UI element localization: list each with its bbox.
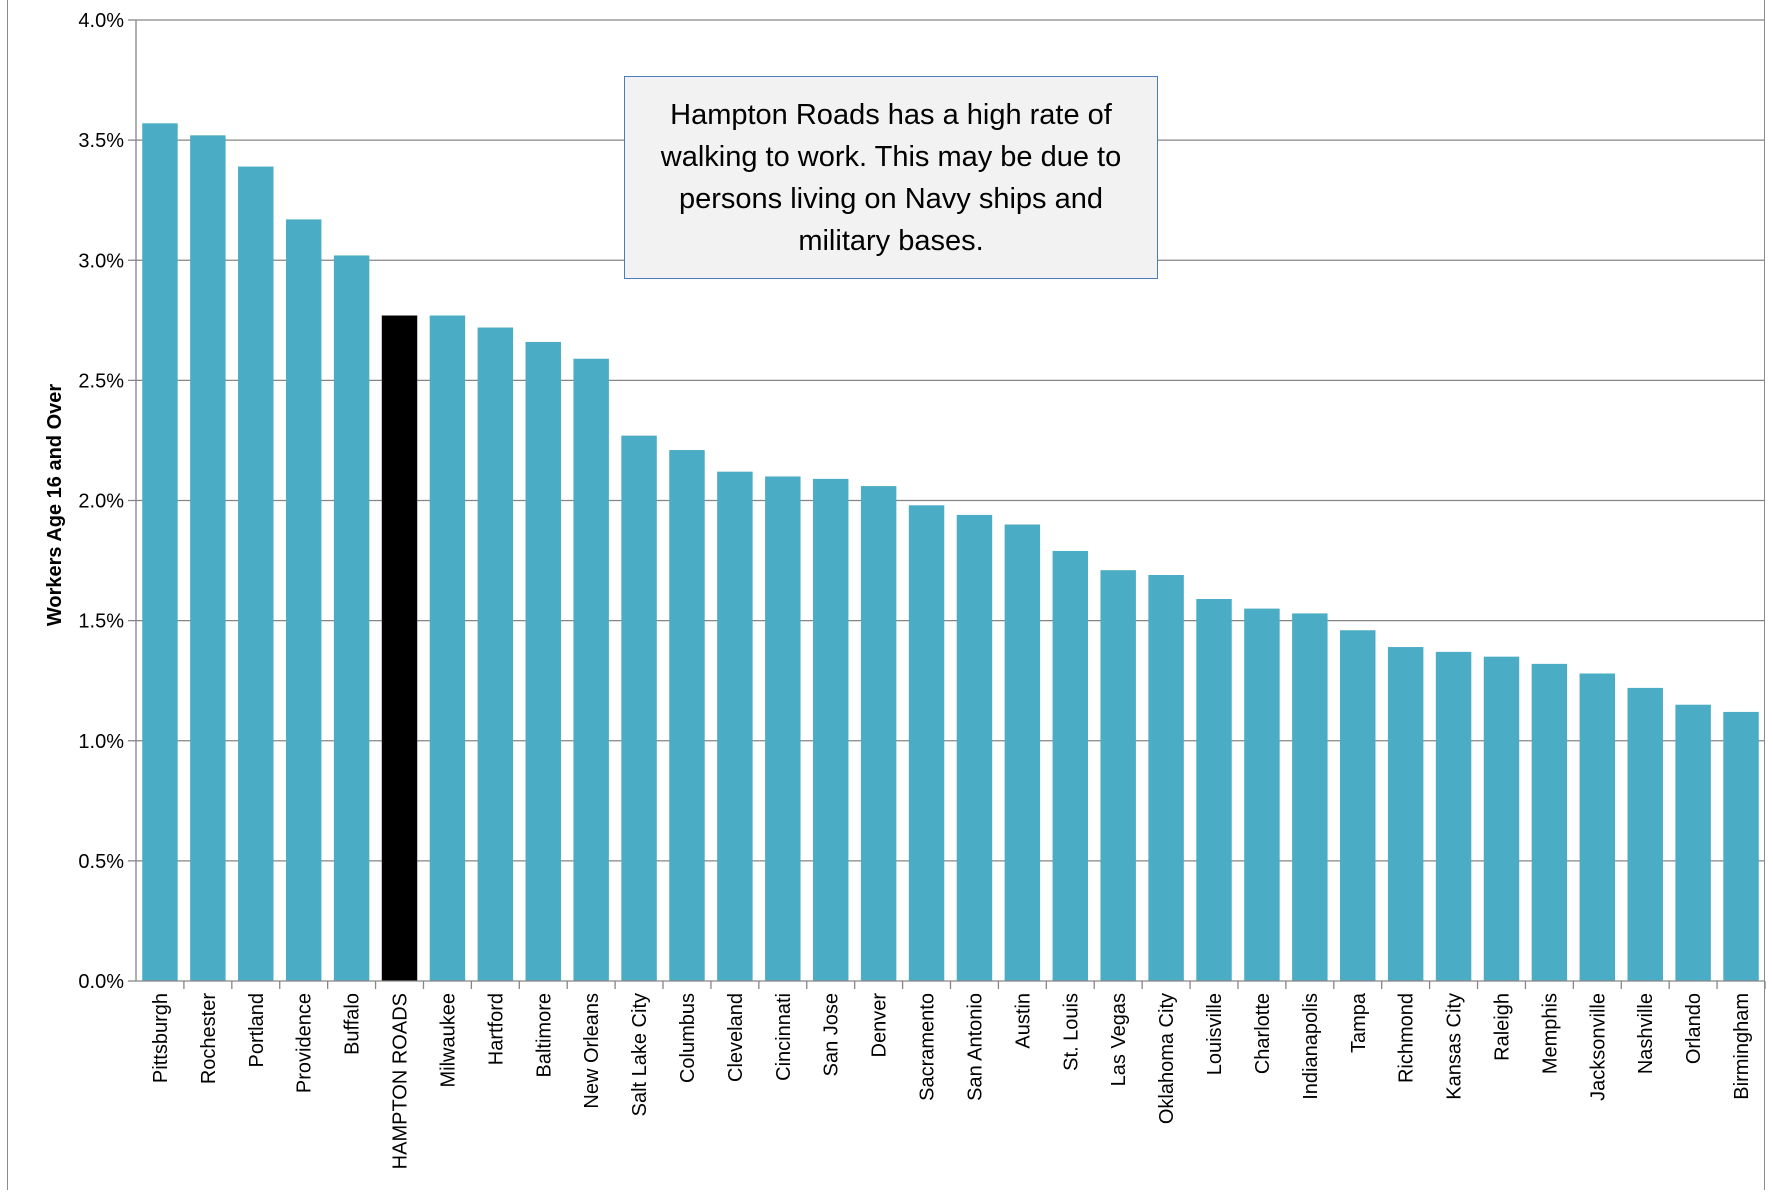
category-label: Raleigh: [1491, 993, 1513, 1061]
category-label: Buffalo: [342, 993, 364, 1055]
category-label: HAMPTON ROADS: [390, 993, 412, 1169]
category-label: Hartford: [485, 993, 507, 1065]
axes: [128, 19, 1766, 989]
category-label: Richmond: [1396, 993, 1418, 1083]
bar: [1148, 574, 1184, 981]
bar: [238, 166, 274, 982]
bar: [333, 255, 370, 981]
category-label: Denver: [869, 993, 891, 1058]
category-label: Louisville: [1204, 993, 1226, 1075]
y-tick-label: 1.0%: [78, 731, 124, 753]
category-label: Orlando: [1683, 993, 1705, 1064]
category-label: Sacramento: [917, 993, 939, 1101]
category-label: New Orleans: [581, 993, 603, 1109]
y-tick-label: 0.5%: [78, 851, 124, 873]
y-tick-label: 0.0%: [78, 971, 124, 993]
bar: [1531, 663, 1568, 981]
bar: [285, 219, 322, 982]
bar: [717, 471, 753, 981]
bar: [1244, 608, 1280, 981]
bar: [1052, 550, 1089, 981]
bar: [956, 514, 993, 981]
category-label: Salt Lake City: [629, 993, 651, 1116]
category-label: St. Louis: [1060, 993, 1082, 1071]
category-label: Milwaukee: [437, 993, 459, 1087]
bar: [573, 358, 609, 981]
category-label: Tampa: [1348, 992, 1370, 1053]
category-label: Charlotte: [1252, 993, 1274, 1074]
bar: [1292, 613, 1328, 981]
bar: [765, 476, 801, 981]
annotation-text: Hampton Roads has a high rate of walking…: [660, 98, 1122, 257]
bars: [142, 123, 1759, 982]
bar: [1196, 599, 1232, 981]
category-label: Cleveland: [725, 993, 747, 1082]
bar: [142, 123, 178, 982]
bar: [1004, 524, 1041, 981]
category-label: Jacksonville: [1587, 993, 1609, 1101]
category-label: Birmingham: [1731, 993, 1753, 1100]
category-label: Rochester: [198, 993, 220, 1084]
category-label: Cincinnati: [773, 993, 795, 1081]
bar: [190, 135, 226, 981]
bar: [477, 327, 514, 981]
bar: [1579, 673, 1616, 981]
category-label: Las Vegas: [1108, 993, 1130, 1086]
bar: [908, 505, 945, 981]
category-label: San Antonio: [964, 993, 986, 1101]
category-label: Austin: [1012, 993, 1034, 1049]
bar: [1723, 711, 1759, 981]
category-label: Portland: [246, 993, 268, 1068]
category-label: Memphis: [1539, 993, 1561, 1074]
bar: [381, 315, 418, 981]
category-label: Kansas City: [1444, 993, 1466, 1100]
category-label: Columbus: [677, 993, 699, 1083]
category-label: Baltimore: [533, 993, 555, 1077]
y-tick-label: 2.5%: [78, 370, 124, 392]
y-tick-label: 4.0%: [78, 10, 124, 32]
y-tick-label: 1.5%: [78, 611, 124, 633]
labels: 0.0% 0.5% 1.0% 1.5% 2.0% 2.5% 3.0% 3.5% 4.0% Pitt…: [78, 10, 1753, 1169]
bar: [621, 435, 657, 981]
bar: [1627, 687, 1663, 981]
category-label: Nashville: [1635, 993, 1657, 1074]
category-label: San Jose: [821, 993, 843, 1076]
bar: [1387, 647, 1424, 981]
bar: [1675, 704, 1711, 981]
bar: [860, 486, 897, 981]
y-tick-label: 3.5%: [78, 130, 124, 152]
bar: [1435, 651, 1472, 981]
bar: [525, 341, 561, 981]
category-label: Indianapolis: [1300, 993, 1322, 1100]
bar: [1100, 570, 1136, 981]
bar: [669, 450, 705, 981]
bar: [1340, 630, 1376, 981]
y-tick-label: 2.0%: [78, 491, 124, 513]
bar: [429, 315, 466, 981]
category-label: Pittsburgh: [150, 993, 172, 1083]
bar: [1483, 656, 1520, 981]
bar: [812, 478, 849, 981]
category-label: Providence: [294, 993, 316, 1093]
y-tick-label: 3.0%: [78, 250, 124, 272]
category-label: Oklahoma City: [1156, 993, 1178, 1124]
chart-frame: [7, 0, 1765, 1190]
y-axis-title: Workers Age 16 and Over: [44, 384, 66, 627]
annotation-box: Hampton Roads has a high rate of walking…: [624, 76, 1158, 279]
